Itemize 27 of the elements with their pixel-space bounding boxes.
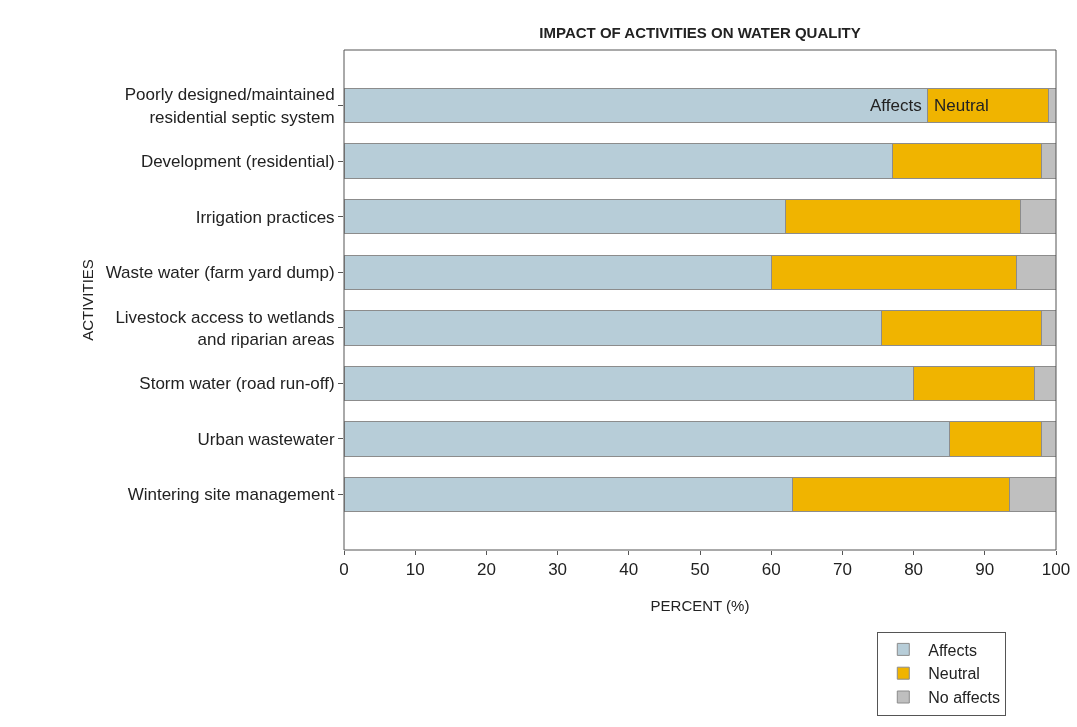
annotation: Neutral xyxy=(934,96,989,115)
legend-label: No affects xyxy=(928,689,1001,707)
y-tick-label: Storm water (road run-off) xyxy=(139,374,335,394)
x-tick-label: 90 xyxy=(975,560,995,580)
legend-label: Neutral xyxy=(928,665,980,683)
annotation: Affects xyxy=(870,96,922,115)
x-tick-label: 50 xyxy=(690,560,710,580)
x-axis-title: PERCENT (%) xyxy=(650,597,750,615)
x-tick-label: 100 xyxy=(1041,560,1071,580)
y-tick-label: Poorly designed/maintained residential septic system xyxy=(124,85,335,127)
x-tick-label: 20 xyxy=(476,560,496,580)
y-tick-label: Development (residential) xyxy=(140,152,335,172)
x-tick-label: 70 xyxy=(832,560,852,580)
y-tick-label: Wintering site management xyxy=(127,485,335,505)
x-tick-label: 60 xyxy=(761,560,781,580)
legend-label: Affects xyxy=(928,641,977,659)
y-tick-label: Livestock access to wetlands and riparian areas xyxy=(115,307,335,349)
chart-title: IMPACT OF ACTIVITIES ON WATER QUALITY xyxy=(539,23,861,41)
y-tick-label: Waste water (farm yard dump) xyxy=(105,263,335,283)
y-tick-label: Urban wastewater xyxy=(197,429,335,449)
y-axis-title: ACTIVITIES xyxy=(78,259,96,341)
x-tick-label: 80 xyxy=(904,560,924,580)
x-tick-label: 40 xyxy=(619,560,639,580)
x-tick-label: 0 xyxy=(339,560,349,580)
x-tick-label: 30 xyxy=(548,560,568,580)
y-tick-label: Irrigation practices xyxy=(195,207,335,227)
x-tick-label: 10 xyxy=(405,560,425,580)
